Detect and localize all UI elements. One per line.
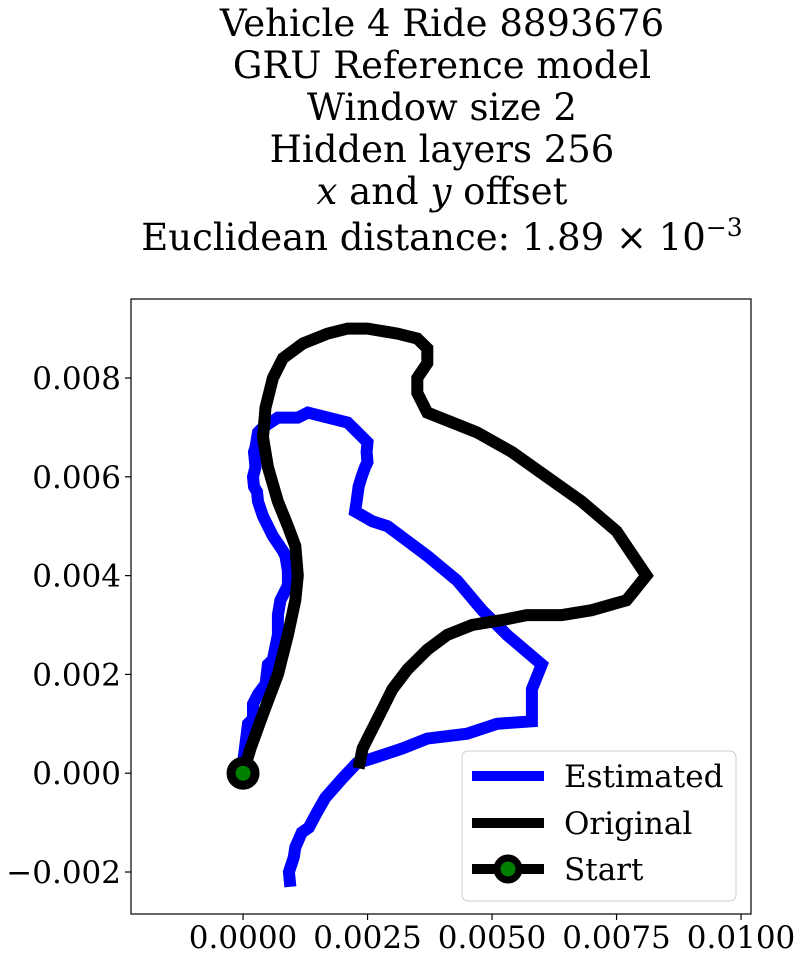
y-axis: −0.002 0.000 0.002 0.004 0.006 0.008	[6, 361, 131, 891]
plot-frame	[130, 298, 752, 915]
legend: Estimated Original Start	[461, 750, 737, 902]
x-axis: 0.0000 0.0025 0.0050 0.0075 0.0100	[189, 914, 795, 956]
title-line-6: Euclidean distance: 1.89 × 10−3	[141, 213, 742, 260]
title-var-y: y	[429, 170, 453, 213]
x-tick-label: 0.0075	[562, 920, 670, 956]
title-line-5: x and y offset	[317, 170, 568, 213]
title-offset-suffix: offset	[451, 170, 567, 213]
title-line-3: Window size 2	[307, 86, 577, 129]
legend-box	[461, 750, 737, 902]
title-line-1: Vehicle 4 Ride 8893676	[219, 2, 664, 45]
y-tick-label: 0.004	[32, 559, 121, 595]
x-tick-label: 0.0050	[438, 920, 546, 956]
legend-label-start: Start	[564, 852, 644, 888]
y-tick-label: 0.000	[32, 756, 121, 792]
x-tick-label: 0.0025	[313, 920, 421, 956]
y-tick-label: 0.008	[32, 361, 121, 397]
title-and: and	[337, 170, 430, 213]
x-tick-label: 0.0100	[687, 920, 795, 956]
title-line-4: Hidden layers 256	[270, 128, 615, 171]
title-distance: Euclidean distance: 1.89 × 10	[141, 216, 706, 259]
title-distance-exponent: −3	[706, 213, 743, 242]
legend-label-original: Original	[564, 806, 692, 842]
title-line-2: GRU Reference model	[233, 44, 651, 87]
y-tick-label: 0.002	[32, 657, 121, 693]
chart-title: Vehicle 4 Ride 8893676 GRU Reference mod…	[141, 2, 742, 259]
start-marker	[226, 756, 260, 790]
legend-label-estimated: Estimated	[564, 759, 723, 795]
series-line-original	[237, 322, 654, 775]
plot-area	[226, 322, 654, 888]
x-tick-label: 0.0000	[189, 920, 297, 956]
series-line-estimated	[237, 406, 549, 888]
legend-swatch-start-marker	[493, 854, 523, 884]
title-var-x: x	[317, 170, 338, 213]
y-tick-label: 0.006	[32, 460, 121, 496]
y-tick-label: −0.002	[6, 855, 121, 891]
